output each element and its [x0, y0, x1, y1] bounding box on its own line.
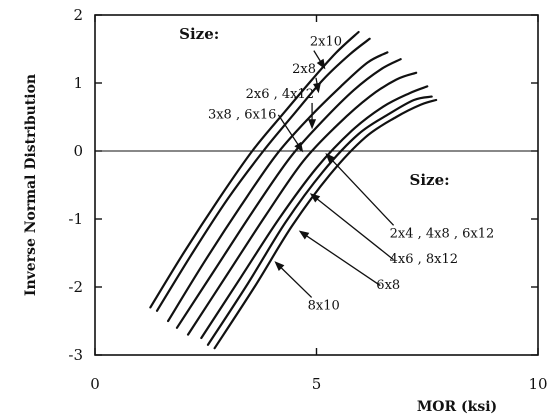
- size-label-8: 8x10: [308, 298, 340, 313]
- series-curve-6: [200, 85, 429, 340]
- arrow-line-5: [330, 158, 395, 226]
- series-curve-2: [155, 37, 371, 312]
- series-curve-8: [213, 98, 438, 350]
- size-label-3: 2x6 , 4x12: [246, 87, 314, 102]
- size-label-7: 6x8: [376, 278, 400, 293]
- arrow-head-5: [325, 153, 336, 164]
- arrow-head-6: [309, 193, 321, 203]
- size-label-2: 2x8: [292, 62, 316, 77]
- series-curves: [149, 30, 438, 350]
- series-curve-1: [149, 30, 360, 309]
- x-tick-label: 0: [90, 375, 100, 393]
- y-axis-title: Inverse Normal Distribution: [23, 74, 39, 296]
- y-tick-label: -1: [68, 210, 83, 228]
- size-title-lower: Size:: [410, 171, 450, 189]
- arrow-head-4: [294, 141, 304, 153]
- arrow-line-1: [313, 50, 322, 63]
- size-title-upper: Size:: [179, 25, 219, 43]
- series-curve-7: [206, 95, 433, 346]
- arrow-head-1: [316, 58, 326, 70]
- y-tick-label: -2: [68, 278, 83, 296]
- x-tick-label: 10: [528, 375, 547, 393]
- y-tick-label: 0: [73, 142, 83, 160]
- y-tick-label: -3: [68, 346, 83, 364]
- arrow-head-3: [308, 119, 317, 130]
- arrow-head-8: [274, 261, 285, 272]
- size-label-1: 2x10: [310, 35, 342, 50]
- x-axis-title: MOR (ksi): [417, 399, 497, 415]
- size-label-5: 2x4 , 4x8 , 6x12: [390, 226, 495, 241]
- series-curve-5: [186, 71, 418, 336]
- size-label-4: 3x8 , 6x16: [208, 107, 276, 122]
- arrow-line-8: [279, 266, 313, 298]
- y-tick-label: 1: [73, 74, 83, 92]
- arrow-line-7: [305, 234, 381, 287]
- size-label-6: 4x6 , 8x12: [390, 252, 458, 267]
- arrow-line-4: [277, 114, 300, 147]
- y-tick-label: 2: [73, 6, 83, 24]
- arrow-line-6: [315, 197, 394, 261]
- x-tick-label: 5: [312, 375, 322, 393]
- arrow-head-2: [313, 82, 321, 94]
- arrow-head-7: [298, 230, 310, 240]
- size-annotations: 2x10 2x8 2x6 , 4x12 3x8 , 6x16 2x4 , 4x8 , 6…: [208, 35, 494, 314]
- series-curve-3: [166, 51, 389, 323]
